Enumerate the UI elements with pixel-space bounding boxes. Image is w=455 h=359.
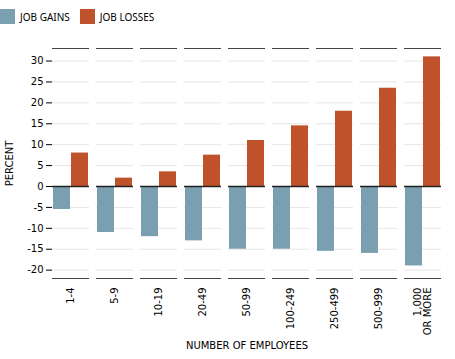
svg-text:0: 0: [37, 181, 43, 192]
html-text:JOB GAINS: JOB GAINS: [20, 9, 70, 24]
svg-text:25: 25: [31, 76, 44, 87]
svg-text:30: 30: [31, 55, 44, 66]
svg-text:1-4: 1-4: [65, 288, 76, 304]
svg-text:-5: -5: [34, 202, 44, 213]
svg-text:-15: -15: [27, 243, 43, 254]
svg-text:10-19: 10-19: [153, 288, 164, 317]
svg-text:NUMBER OF EMPLOYEES: NUMBER OF EMPLOYEES: [186, 340, 308, 351]
svg-text:5-9: 5-9: [109, 288, 120, 304]
html-text:JOB LOSSES: JOB LOSSES: [99, 9, 155, 24]
svg-text:10: 10: [31, 139, 44, 150]
svg-text:-10: -10: [27, 223, 43, 234]
svg-text:-20: -20: [27, 264, 43, 275]
svg-text:500-999: 500-999: [373, 288, 384, 330]
svg-text:15: 15: [31, 118, 44, 129]
svg-text:250-499: 250-499: [329, 288, 340, 330]
svg-text:PERCENT: PERCENT: [4, 140, 15, 187]
svg-text:20-49: 20-49: [197, 288, 208, 317]
svg-text:20: 20: [31, 97, 44, 108]
svg-text:50-99: 50-99: [241, 288, 252, 317]
svg-text:5: 5: [37, 160, 43, 171]
svg-text:1,000OR MORE: 1,000OR MORE: [412, 288, 433, 336]
svg-text:100-249: 100-249: [285, 288, 296, 330]
